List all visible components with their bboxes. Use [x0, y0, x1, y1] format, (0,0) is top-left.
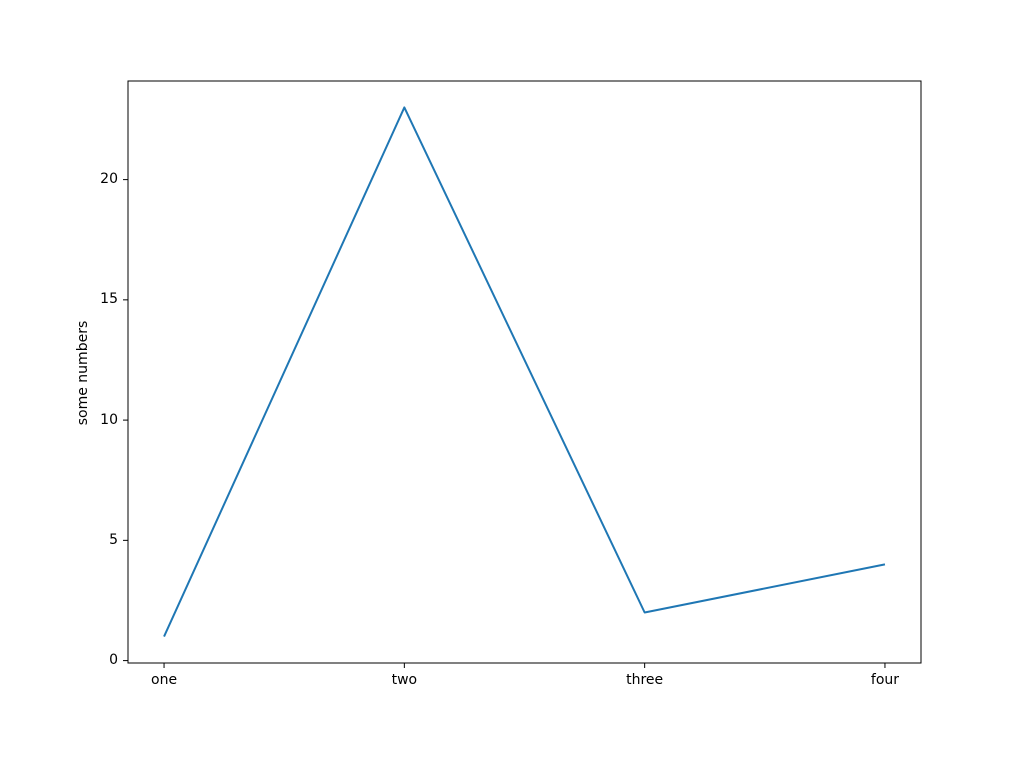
- line-chart: some numbers one two three four 0 5 10 15 20: [0, 0, 1024, 768]
- x-tick-label: two: [364, 672, 444, 688]
- y-tick-label: 15: [100, 291, 118, 307]
- x-tick-label: three: [605, 672, 685, 688]
- chart-svg: [0, 0, 1024, 768]
- x-tick-label: four: [845, 672, 925, 688]
- x-tick-label: one: [124, 672, 204, 688]
- y-tick-label: 0: [109, 652, 118, 668]
- y-tick-label: 5: [109, 532, 118, 548]
- y-axis-label: some numbers: [75, 273, 91, 473]
- y-tick-label: 10: [100, 412, 118, 428]
- y-tick-label: 20: [100, 171, 118, 187]
